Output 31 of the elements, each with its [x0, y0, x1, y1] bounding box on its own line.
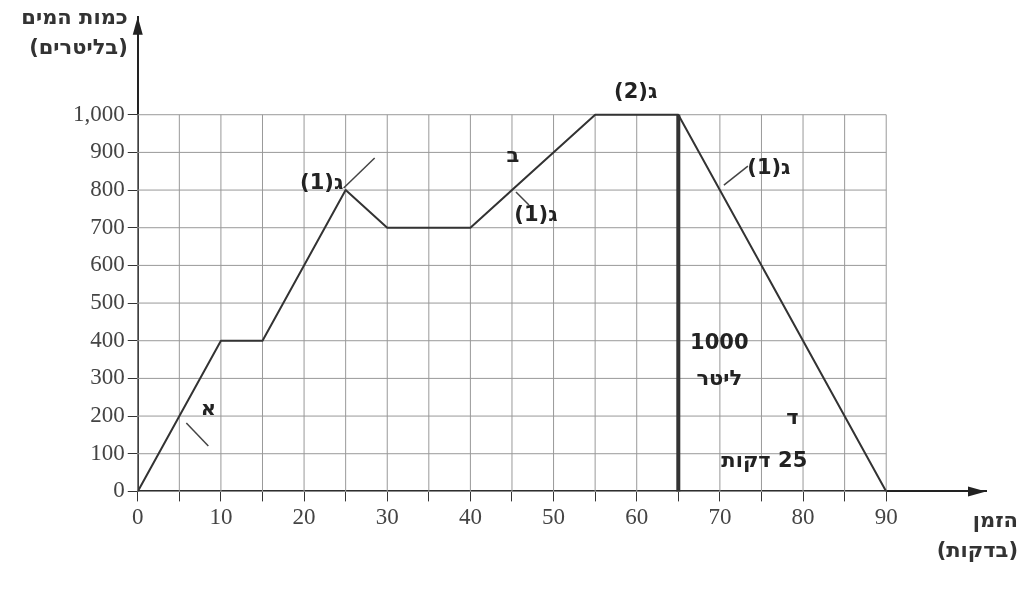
- annotation: 25 דקות: [721, 447, 808, 472]
- x-tick-label: 70: [708, 504, 732, 530]
- y-tick-label: 500: [90, 289, 125, 315]
- x-tick-label: 0: [132, 504, 144, 530]
- x-axis-title: הזמן (בדקות): [935, 507, 1018, 565]
- y-tick-label: 100: [90, 439, 125, 465]
- annotation: ד: [786, 404, 799, 429]
- y-tick-label: 900: [90, 138, 125, 164]
- x-tick-label: 90: [874, 504, 898, 530]
- y-tick-label: 600: [90, 251, 125, 277]
- y-tick-label: 300: [90, 364, 125, 390]
- y-axis-title: כמות המים (בליטרים): [20, 4, 128, 61]
- y-tick-label: 700: [90, 213, 125, 239]
- y-tick-label: 400: [90, 326, 125, 352]
- annotation: ב: [506, 142, 520, 167]
- annotation: א: [200, 395, 216, 420]
- y-tick-label: 1,000: [73, 100, 125, 126]
- x-tick-label: 50: [542, 504, 566, 530]
- y-tick-label: 800: [90, 176, 125, 202]
- y-tick-label: 200: [90, 402, 125, 428]
- annotation: ג(2): [614, 79, 658, 104]
- annotation: ג(1): [747, 154, 791, 179]
- x-tick-label: 40: [458, 504, 482, 530]
- x-tick-label: 30: [375, 504, 399, 530]
- annotation: ג(1): [300, 169, 344, 194]
- y-tick-label: 0: [113, 477, 125, 503]
- x-tick-label: 20: [292, 504, 316, 530]
- x-tick-label: 80: [791, 504, 815, 530]
- x-tick-label: 10: [209, 504, 233, 530]
- x-tick-label: 60: [625, 504, 649, 530]
- annotation: ג(1): [514, 201, 558, 226]
